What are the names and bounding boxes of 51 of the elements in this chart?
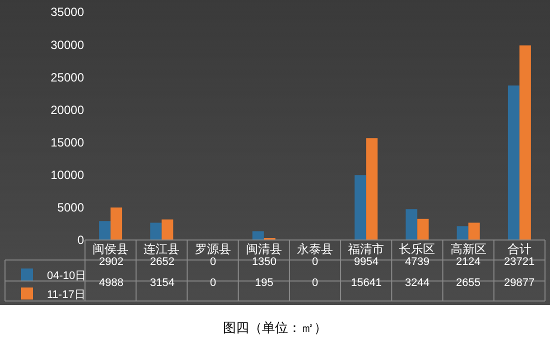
y-tick-label: 10000: [50, 168, 84, 182]
data-label: 195: [255, 277, 274, 289]
data-label: 9954: [354, 256, 378, 268]
x-tick-label: 闽侯县: [92, 242, 129, 256]
data-label: 3154: [150, 277, 174, 289]
data-label: 4739: [405, 256, 430, 268]
y-tick-label: 0: [77, 233, 84, 248]
text: 图四（单位：㎡）: [223, 320, 327, 336]
data-label: 3244: [405, 277, 430, 289]
bar: [162, 219, 174, 240]
bar: [417, 218, 429, 240]
x-tick-label: 永泰县: [297, 242, 333, 256]
x-tick-label: 闽清县: [246, 242, 282, 256]
x-tick-label: 罗源县: [194, 242, 231, 256]
data-label: 2124: [456, 256, 480, 268]
y-tick-label: 30000: [50, 38, 84, 52]
data-label: 29877: [504, 277, 535, 289]
data-label: 0: [312, 256, 318, 268]
bar: [406, 209, 418, 240]
bar: [252, 231, 264, 240]
bar: [366, 138, 378, 240]
data-label: 23721: [504, 256, 535, 268]
bar: [99, 221, 111, 240]
data-label: 4988: [99, 277, 124, 289]
x-tick-label: 连江县: [144, 242, 180, 256]
y-tick-label: 25000: [50, 70, 84, 84]
data-label: 0: [210, 277, 216, 289]
x-tick-label: 福清市: [348, 242, 384, 256]
y-tick-label: 15000: [50, 135, 84, 150]
data-label: 1350: [252, 256, 276, 268]
bar: [150, 222, 162, 240]
data-label: 2902: [99, 256, 124, 268]
bar: [468, 222, 480, 240]
data-label: 0: [210, 256, 216, 268]
bar: [354, 175, 366, 240]
data-label: 2655: [456, 277, 480, 289]
y-tick-label: 5000: [57, 200, 84, 215]
bar: [508, 85, 520, 240]
bar: [456, 226, 468, 240]
y-tick-label: 20000: [50, 102, 84, 117]
x-tick-label: 合计: [507, 242, 532, 256]
legend-label: 11-17日: [47, 288, 86, 301]
data-label: 0: [312, 277, 318, 289]
bar: [110, 208, 122, 240]
data-label: 2652: [150, 256, 174, 268]
x-tick-label: 长乐区: [399, 242, 436, 256]
legend-label: 04-10日: [47, 270, 86, 282]
x-tick-label: 高新区: [450, 242, 486, 256]
bar: [519, 45, 531, 240]
y-tick-label: 35000: [50, 5, 84, 20]
data-label: 15641: [351, 277, 382, 289]
